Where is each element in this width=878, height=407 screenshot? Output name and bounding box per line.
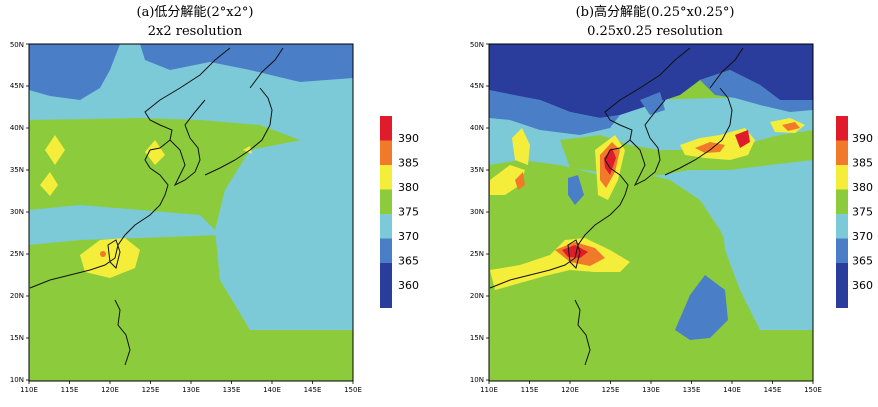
legend-swatch: [836, 263, 848, 288]
legend-label: 370: [398, 230, 419, 243]
a-lon-tick: 135E: [223, 386, 241, 394]
a-lon-tick: 140E: [263, 386, 281, 394]
legend-swatch: [836, 189, 848, 214]
panel-b-map: 110E 115E 120E 125E 130E 135E 140E 145E …: [470, 41, 822, 394]
b-lat-tick: 30N: [470, 208, 484, 216]
legend-label: 380: [852, 181, 873, 194]
panel-a-title: (a)低分解能(2°x2°): [136, 5, 254, 20]
b-lat-tick: 35N: [470, 166, 484, 174]
legend-swatch: [380, 214, 392, 239]
a-lat-tick: 35N: [10, 166, 24, 174]
b-lon-tick: 145E: [764, 386, 782, 394]
b-lon-tick: 125E: [602, 386, 620, 394]
legend-label: 370: [852, 230, 873, 243]
b-lat-tick: 25N: [470, 250, 484, 258]
legend-swatch: [380, 189, 392, 214]
b-lat-tick: 20N: [470, 292, 484, 300]
legend-swatch: [836, 116, 848, 141]
legend-label: 360: [398, 279, 419, 292]
panel-b-title: (b)高分解能(0.25°x0.25°): [575, 5, 735, 20]
a-lat-tick: 40N: [10, 124, 24, 132]
legend-swatch: [380, 116, 392, 141]
legend-label: 360: [852, 279, 873, 292]
a-lat-tick: 20N: [10, 292, 24, 300]
legend-label: 380: [398, 181, 419, 194]
a-lon-tick: 125E: [142, 386, 160, 394]
legend-swatch: [836, 287, 848, 308]
legend-swatch: [836, 165, 848, 190]
b-lon-tick: 115E: [521, 386, 539, 394]
legend-label: 365: [398, 255, 419, 268]
a-lat-tick: 10N: [10, 376, 24, 384]
legend-swatch: [380, 140, 392, 165]
panel-b-subtitle: 0.25x0.25 resolution: [587, 24, 723, 39]
legend-swatch: [380, 165, 392, 190]
panel-b-legend: 390 385 380 375 370 365 360: [836, 116, 873, 308]
b-lat-tick: 45N: [470, 82, 484, 90]
legend-label: 365: [852, 255, 873, 268]
legend-label: 385: [398, 157, 419, 170]
legend-label: 375: [852, 206, 873, 219]
b-lon-tick: 120E: [561, 386, 579, 394]
b-lat-tick: 10N: [470, 376, 484, 384]
b-lat-tick: 50N: [470, 41, 484, 49]
panel-a-subtitle: 2x2 resolution: [147, 24, 243, 39]
a-lon-tick: 110E: [20, 386, 38, 394]
b-lat-tick: 40N: [470, 124, 484, 132]
a-lat-tick: 50N: [10, 41, 24, 49]
legend-label: 390: [398, 132, 419, 145]
a-lon-tick: 115E: [61, 386, 79, 394]
legend-swatch: [380, 287, 392, 308]
a-lat-tick: 25N: [10, 250, 24, 258]
a-lon-tick: 120E: [101, 386, 119, 394]
legend-swatch: [836, 140, 848, 165]
legend-label: 385: [852, 157, 873, 170]
panel-a-map: 110E 115E 120E 125E 130E 135E 140E 145E …: [10, 41, 362, 394]
legend-swatch: [836, 238, 848, 263]
b-lon-tick: 110E: [480, 386, 498, 394]
b-lat-tick: 15N: [470, 334, 484, 342]
b-lon-tick: 135E: [683, 386, 701, 394]
b-lon-tick: 130E: [642, 386, 660, 394]
a-lon-tick: 130E: [182, 386, 200, 394]
a-lon-tick: 145E: [304, 386, 322, 394]
legend-swatch: [836, 214, 848, 239]
a-lat-tick: 30N: [10, 208, 24, 216]
legend-swatch: [380, 263, 392, 288]
b-lon-tick: 140E: [723, 386, 741, 394]
a-lat-tick: 15N: [10, 334, 24, 342]
a-lon-tick: 150E: [344, 386, 362, 394]
legend-label: 390: [852, 132, 873, 145]
a-lat-tick: 45N: [10, 82, 24, 90]
legend-swatch: [380, 238, 392, 263]
panel-a-legend: 390 385 380 375 370 365 360: [380, 116, 419, 308]
b-lon-tick: 150E: [804, 386, 822, 394]
legend-label: 375: [398, 206, 419, 219]
